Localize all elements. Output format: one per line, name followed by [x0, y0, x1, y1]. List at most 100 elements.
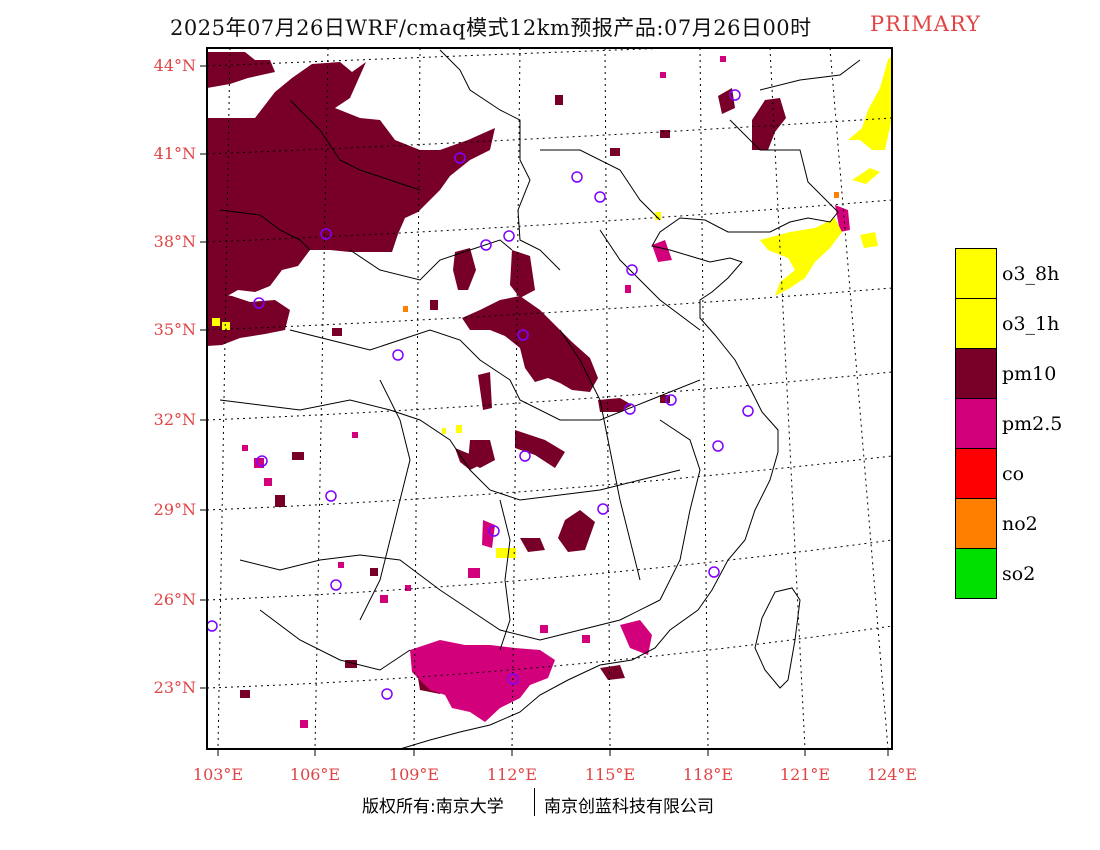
legend-item-o3-1h: o3_1h: [955, 298, 1090, 349]
legend-item-pm10: pm10: [955, 348, 1090, 399]
legend-item-no2: no2: [955, 498, 1090, 549]
pm10-region-hubei-b: [515, 430, 565, 468]
pm10-region-northeast: [752, 98, 786, 150]
o3-region-yellow-sea: [760, 218, 842, 296]
legend-label: so2: [1002, 563, 1036, 585]
legend-swatch: [955, 548, 997, 599]
province-d: [219, 399, 681, 501]
province-j: [289, 99, 421, 191]
province-o: [259, 609, 411, 671]
pm25-region-shandong: [652, 240, 672, 262]
lat-label: 41°N: [153, 144, 196, 163]
city-markers: [207, 89, 754, 700]
city-marker: [597, 503, 609, 515]
boundaries: [219, 49, 861, 749]
pm10-layer: [207, 52, 786, 698]
city-marker: [381, 688, 393, 700]
city-marker: [571, 171, 583, 183]
lat-label: 44°N: [153, 56, 196, 75]
city-marker: [330, 579, 342, 591]
pm25-region-hunan: [482, 520, 495, 548]
lat-label: 38°N: [153, 232, 196, 251]
province-c: [289, 329, 701, 421]
pm10-region-shaanxi: [478, 372, 492, 410]
pm25-layer: [242, 56, 850, 728]
city-marker: [503, 230, 515, 242]
province-n: [540, 149, 661, 221]
legend: o3_8h o3_1h pm10 pm2.5 co no2 so2: [955, 248, 1090, 599]
lon-label: 115°E: [584, 765, 636, 784]
legend-label: no2: [1002, 513, 1038, 535]
legend-item-o3-8h: o3_8h: [955, 248, 1090, 299]
pm10-region-hubei-c: [455, 448, 480, 470]
pm10-region-guangdong: [600, 665, 625, 680]
province-f: [599, 229, 701, 331]
legend-label: pm10: [1002, 363, 1057, 385]
pm10-region-north-b: [510, 250, 535, 298]
pm10-region-central: [462, 296, 598, 392]
lat-label: 29°N: [153, 500, 196, 519]
tick-marks: [200, 65, 889, 756]
lon-label: 124°E: [866, 765, 918, 784]
legend-swatch: [955, 348, 997, 399]
city-marker: [480, 239, 492, 251]
pm25-region-guangdong-east: [620, 620, 652, 655]
primary-tag: PRIMARY: [870, 12, 981, 36]
legend-swatch: [955, 248, 997, 299]
city-marker: [712, 440, 724, 452]
legend-swatch: [955, 398, 997, 449]
city-marker: [253, 297, 265, 309]
pm10-region-northwest: [207, 62, 495, 302]
map-title: 2025年07月26日WRF/cmaq模式12km预报产品:07月26日00时: [170, 16, 812, 40]
province-b: [349, 239, 513, 281]
lon-label: 112°E: [486, 765, 538, 784]
city-marker: [729, 89, 741, 101]
o3-region-korea-b: [860, 232, 878, 248]
city-marker: [519, 450, 531, 462]
lat-label: 32°N: [153, 410, 196, 429]
pm25-region-liaoning: [835, 205, 850, 232]
pm10-region-west: [207, 292, 290, 346]
o3-region-korea-east: [848, 55, 892, 150]
map-frame: [206, 47, 893, 750]
copyright-right: 南京创蓝科技有限公司: [544, 797, 714, 817]
copyright-left: 版权所有:南京大学: [362, 797, 504, 817]
lat-label: 35°N: [153, 320, 196, 339]
city-marker: [392, 349, 404, 361]
province-e: [239, 554, 661, 641]
lat-label: 26°N: [153, 590, 196, 609]
city-marker: [256, 455, 268, 467]
o3-layer: [212, 55, 892, 558]
legend-item-so2: so2: [955, 548, 1090, 599]
province-m: [759, 59, 861, 91]
legend-item-co: co: [955, 448, 1090, 499]
o3-region-korea-south: [852, 168, 880, 184]
taiwan-outline: [754, 587, 801, 689]
city-marker: [594, 191, 606, 203]
city-marker: [517, 329, 529, 341]
city-marker: [207, 620, 218, 632]
legend-label: o3_1h: [1002, 313, 1060, 335]
province-k: [219, 209, 311, 251]
province-h: [559, 329, 641, 581]
pm25-region-guangdong: [410, 640, 555, 722]
city-marker: [454, 152, 466, 164]
footer-divider: [534, 788, 535, 816]
lon-label: 118°E: [682, 765, 734, 784]
legend-label: pm2.5: [1002, 413, 1063, 435]
lon-label: 121°E: [779, 765, 831, 784]
lon-label: 109°E: [388, 765, 440, 784]
city-marker: [320, 228, 332, 240]
pm10-region-northwest-top: [207, 52, 275, 88]
city-marker: [626, 264, 638, 276]
coastline: [399, 119, 839, 749]
lon-label: 103°E: [192, 765, 244, 784]
pm10-region-jiangxi: [558, 510, 595, 552]
city-marker: [624, 403, 636, 415]
city-marker: [325, 490, 337, 502]
province-g: [359, 379, 411, 621]
city-marker: [742, 405, 754, 417]
city-marker: [708, 566, 720, 578]
legend-swatch: [955, 298, 997, 349]
